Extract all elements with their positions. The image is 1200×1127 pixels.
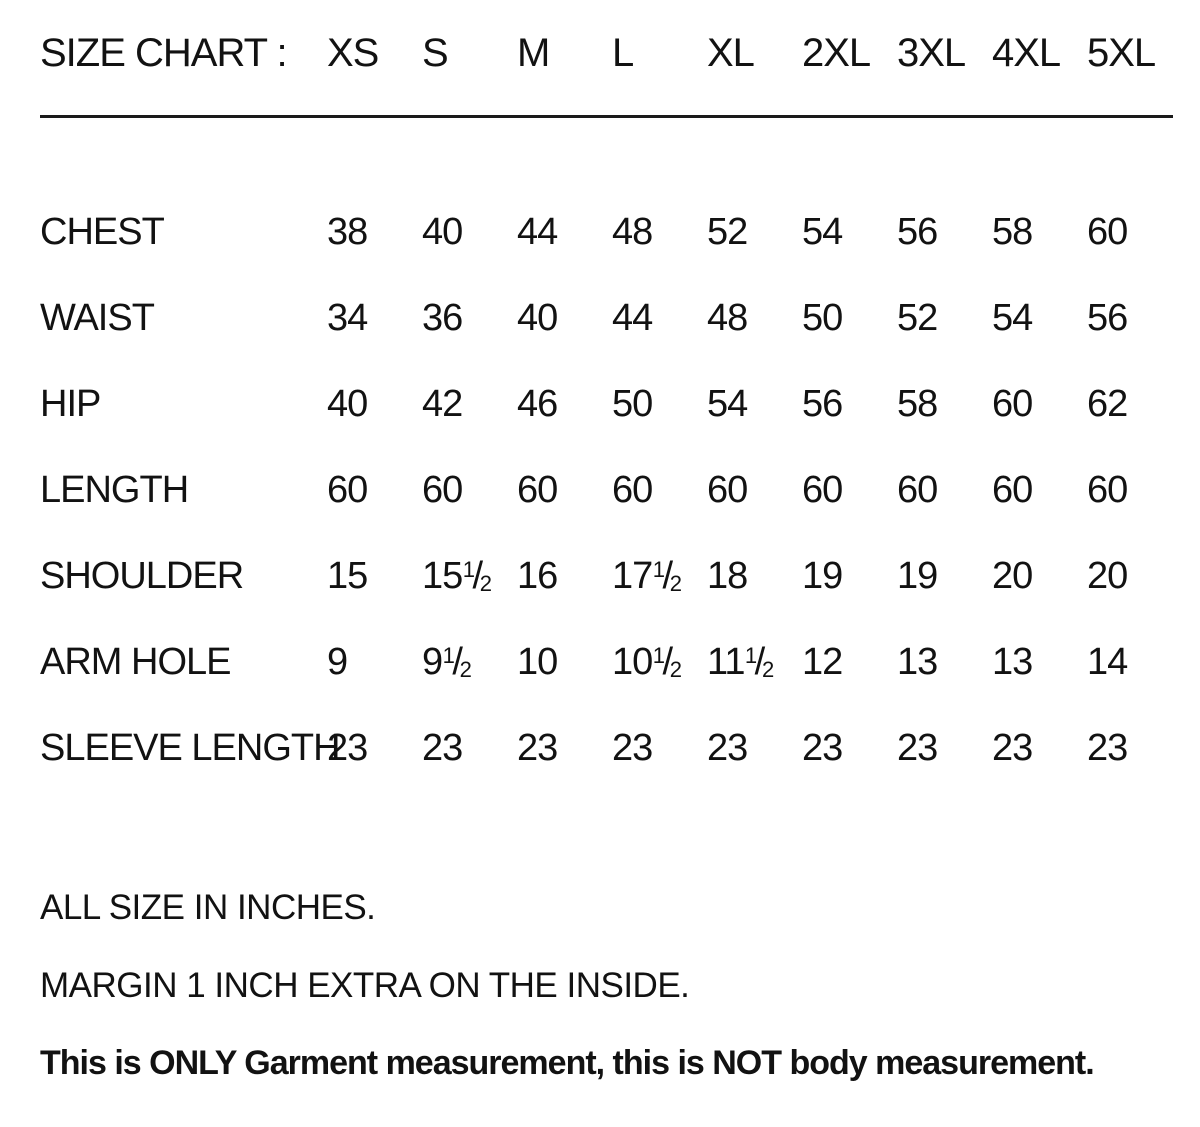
cell-waist-xs: 34: [327, 296, 368, 339]
cell-chest-3xl: 56: [897, 210, 938, 253]
cell-length-5xl: 60: [1087, 468, 1128, 511]
cell-length-l: 60: [612, 468, 653, 511]
cell-sleeve-length-4xl: 23: [992, 726, 1033, 769]
cell-arm-hole-s: 91/2: [422, 640, 472, 683]
measurement-grid: CHEST 38 40 44 48 52 54 56 58 60 WAIST 34 36 40 44 48 50…: [40, 189, 1182, 791]
cell-length-s: 60: [422, 468, 463, 511]
cell-waist-xl: 48: [707, 296, 748, 339]
column-header-xl: XL: [707, 31, 755, 75]
column-header-4xl: 4XL: [992, 31, 1061, 75]
cell-shoulder-5xl: 20: [1087, 554, 1128, 597]
cell-shoulder-xl: 18: [707, 554, 748, 597]
cell-hip-xs: 40: [327, 382, 368, 425]
cell-length-4xl: 60: [992, 468, 1033, 511]
cell-hip-2xl: 56: [802, 382, 843, 425]
row-label-waist: WAIST: [40, 296, 155, 339]
cell-length-xs: 60: [327, 468, 368, 511]
cell-arm-hole-2xl: 12: [802, 640, 843, 683]
header-row: SIZE CHART : XS S M L XL 2XL 3XL 4XL 5XL: [40, 30, 1182, 76]
cell-sleeve-length-5xl: 23: [1087, 726, 1128, 769]
cell-chest-xs: 38: [327, 210, 368, 253]
cell-sleeve-length-l: 23: [612, 726, 653, 769]
cell-sleeve-length-s: 23: [422, 726, 463, 769]
cell-sleeve-length-2xl: 23: [802, 726, 843, 769]
cell-chest-5xl: 60: [1087, 210, 1128, 253]
cell-hip-m: 46: [517, 382, 558, 425]
cell-hip-3xl: 58: [897, 382, 938, 425]
row-label-shoulder: SHOULDER: [40, 554, 244, 597]
column-header-s: S: [422, 31, 449, 75]
chart-title: SIZE CHART :: [40, 31, 288, 75]
cell-arm-hole-4xl: 13: [992, 640, 1033, 683]
cell-sleeve-length-m: 23: [517, 726, 558, 769]
column-header-5xl: 5XL: [1087, 31, 1156, 75]
cell-length-m: 60: [517, 468, 558, 511]
cell-hip-4xl: 60: [992, 382, 1033, 425]
note-garment-measurement: This is ONLY Garment measurement, this i…: [40, 1044, 1095, 1082]
cell-shoulder-l: 171/2: [612, 554, 682, 597]
row-label-arm-hole: ARM HOLE: [40, 640, 231, 683]
cell-arm-hole-l: 101/2: [612, 640, 682, 683]
cell-shoulder-s: 151/2: [422, 554, 492, 597]
cell-hip-s: 42: [422, 382, 463, 425]
cell-sleeve-length-xl: 23: [707, 726, 748, 769]
cell-arm-hole-5xl: 14: [1087, 640, 1128, 683]
column-header-l: L: [612, 31, 634, 75]
cell-chest-xl: 52: [707, 210, 748, 253]
column-header-2xl: 2XL: [802, 31, 871, 75]
cell-chest-l: 48: [612, 210, 653, 253]
column-header-m: M: [517, 31, 550, 75]
row-label-length: LENGTH: [40, 468, 189, 511]
cell-waist-l: 44: [612, 296, 653, 339]
cell-chest-m: 44: [517, 210, 558, 253]
cell-waist-3xl: 52: [897, 296, 938, 339]
cell-length-xl: 60: [707, 468, 748, 511]
note-sizes-in-inches: ALL SIZE IN INCHES.: [40, 888, 376, 927]
cell-sleeve-length-xs: 23: [327, 726, 368, 769]
cell-waist-m: 40: [517, 296, 558, 339]
column-header-xs: XS: [327, 31, 379, 75]
cell-arm-hole-xl: 111/2: [707, 640, 774, 683]
cell-waist-2xl: 50: [802, 296, 843, 339]
cell-waist-s: 36: [422, 296, 463, 339]
row-label-sleeve-length: SLEEVE LENGTH: [40, 726, 341, 769]
cell-arm-hole-xs: 9: [327, 640, 348, 683]
row-label-chest: CHEST: [40, 210, 165, 253]
cell-length-3xl: 60: [897, 468, 938, 511]
cell-waist-4xl: 54: [992, 296, 1033, 339]
cell-sleeve-length-3xl: 23: [897, 726, 938, 769]
cell-shoulder-3xl: 19: [897, 554, 938, 597]
cell-shoulder-4xl: 20: [992, 554, 1033, 597]
cell-chest-4xl: 58: [992, 210, 1033, 253]
note-margin-inside: MARGIN 1 INCH EXTRA ON THE INSIDE.: [40, 966, 690, 1005]
header-divider: [40, 115, 1173, 118]
cell-hip-5xl: 62: [1087, 382, 1128, 425]
cell-chest-2xl: 54: [802, 210, 843, 253]
cell-arm-hole-m: 10: [517, 640, 558, 683]
cell-length-2xl: 60: [802, 468, 843, 511]
row-label-hip: HIP: [40, 382, 101, 425]
cell-arm-hole-3xl: 13: [897, 640, 938, 683]
cell-shoulder-m: 16: [517, 554, 558, 597]
cell-hip-xl: 54: [707, 382, 748, 425]
cell-chest-s: 40: [422, 210, 463, 253]
cell-waist-5xl: 56: [1087, 296, 1128, 339]
cell-hip-l: 50: [612, 382, 653, 425]
cell-shoulder-2xl: 19: [802, 554, 843, 597]
cell-shoulder-xs: 15: [327, 554, 368, 597]
column-header-3xl: 3XL: [897, 31, 966, 75]
